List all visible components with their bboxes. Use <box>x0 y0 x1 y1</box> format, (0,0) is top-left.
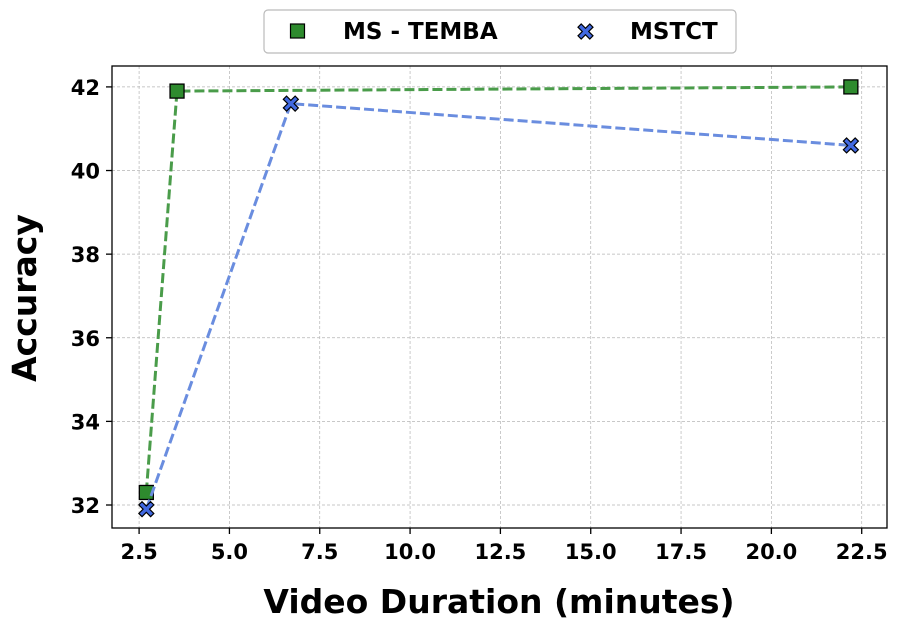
x-tick-label: 2.5 <box>120 540 157 564</box>
grid <box>112 66 887 528</box>
plot-frame <box>111 65 888 529</box>
series-ms-temba <box>138 79 859 501</box>
data-point-ms-temba <box>843 79 859 95</box>
series-layer <box>137 79 860 518</box>
y-tick-label: 40 <box>71 160 100 184</box>
data-point-mstct <box>842 137 860 154</box>
data-point-mstct <box>137 500 155 518</box>
y-tick-label: 34 <box>71 410 100 434</box>
series-line-mstct <box>144 102 852 510</box>
legend-frame <box>263 9 737 54</box>
y-tick-label: 36 <box>71 327 100 351</box>
y-tick-label: 32 <box>71 494 100 518</box>
series-mstct <box>137 95 860 518</box>
legend-label-mstct: MSTCT <box>630 19 718 45</box>
data-point-mstct <box>282 95 300 112</box>
y-tick-label: 42 <box>71 76 100 100</box>
x-tick-label: 12.5 <box>474 540 526 564</box>
y-axis-title: Accuracy <box>5 214 44 382</box>
x-tick-label: 15.0 <box>565 540 617 564</box>
legend-label-ms-temba: MS - TEMBA <box>343 19 498 45</box>
legend-marker-ms-temba <box>289 23 306 39</box>
series-line-ms-temba <box>144 85 851 493</box>
data-point-ms-temba <box>169 83 185 99</box>
legend: MS - TEMBA MSTCT <box>263 9 737 54</box>
x-tick-label: 7.5 <box>301 540 338 564</box>
x-tick-label: 17.5 <box>655 540 707 564</box>
legend-marker-mstct <box>577 23 594 40</box>
x-tick-label: 20.0 <box>745 540 797 564</box>
y-tick-label: 38 <box>71 243 100 267</box>
x-tick-label: 22.5 <box>836 540 888 564</box>
x-axis-title: Video Duration (minutes) <box>263 582 734 621</box>
x-tick-label: 5.0 <box>211 540 248 564</box>
tick-layer: 2.5 5.0 7.5 10.0 12.5 15.0 17.5 20.0 22.5 32 34 36 3… <box>71 76 888 564</box>
x-tick-label: 10.0 <box>384 540 436 564</box>
